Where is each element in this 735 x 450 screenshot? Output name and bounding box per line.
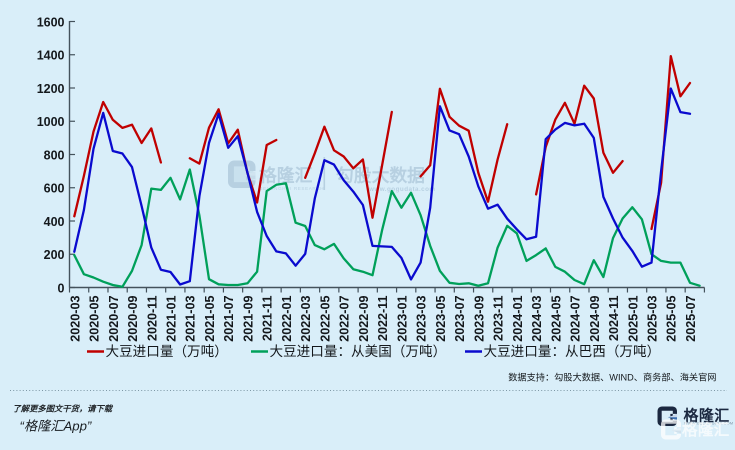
svg-text:大豆进口量：从巴西（万吨）: 大豆进口量：从巴西（万吨）: [484, 344, 661, 359]
svg-text:数据支持：勾股大数据、WIND、商务部、海关官网: 数据支持：勾股大数据、WIND、商务部、海关官网: [508, 372, 716, 383]
svg-text:2025-05: 2025-05: [665, 296, 679, 342]
svg-text:2022-11: 2022-11: [376, 296, 390, 342]
svg-text:2024-09: 2024-09: [588, 296, 602, 342]
svg-text:2020-07: 2020-07: [107, 296, 121, 342]
svg-text:2021-11: 2021-11: [261, 296, 275, 342]
svg-text:2022-07: 2022-07: [338, 296, 352, 342]
svg-text:2022-03: 2022-03: [299, 296, 313, 342]
svg-text:2025-07: 2025-07: [684, 296, 698, 342]
svg-text:“格隆汇App”: “格隆汇App”: [20, 419, 92, 434]
svg-text:WWW.GELONGHUI.COM GELONGHUI: WWW.GELONGHUI.COM GELONGHUI: [684, 422, 735, 426]
svg-text:1200: 1200: [37, 82, 65, 96]
svg-text:格隆汇: 格隆汇: [684, 407, 730, 425]
svg-text:400: 400: [44, 215, 65, 229]
svg-text:0: 0: [58, 281, 65, 295]
svg-text:2021-09: 2021-09: [242, 296, 256, 342]
svg-text:800: 800: [44, 148, 65, 162]
svg-text:2022-05: 2022-05: [318, 296, 332, 342]
svg-text:2022-01: 2022-01: [280, 296, 294, 342]
svg-text:2023-05: 2023-05: [434, 296, 448, 342]
svg-text:2024-11: 2024-11: [607, 296, 621, 342]
svg-text:了解更多图文干货，请下载: 了解更多图文干货，请下载: [13, 404, 114, 414]
svg-text:1000: 1000: [37, 115, 65, 129]
svg-text:2021-07: 2021-07: [222, 296, 236, 342]
svg-text:大豆进口量：从美国（万吨）: 大豆进口量：从美国（万吨）: [270, 344, 447, 359]
svg-text:格隆汇: 格隆汇: [682, 420, 730, 439]
svg-text:2022-09: 2022-09: [357, 296, 371, 342]
svg-text:2021-01: 2021-01: [165, 296, 179, 342]
svg-text:2023-03: 2023-03: [415, 296, 429, 342]
svg-text:www.gogudata.com: www.gogudata.com: [368, 186, 435, 193]
svg-text:GELONGHUI RESEARCH: GELONGHUI RESEARCH: [259, 186, 324, 191]
svg-text:2020-09: 2020-09: [126, 296, 140, 342]
svg-text:2024-03: 2024-03: [530, 296, 544, 342]
svg-text:2023-07: 2023-07: [453, 296, 467, 342]
svg-text:2024-01: 2024-01: [511, 296, 525, 342]
svg-text:2023-01: 2023-01: [395, 296, 409, 342]
svg-text:1400: 1400: [37, 49, 65, 63]
svg-text:2020-11: 2020-11: [145, 296, 159, 342]
svg-text:2021-05: 2021-05: [203, 296, 217, 342]
svg-text:2024-07: 2024-07: [569, 296, 583, 342]
svg-text:1600: 1600: [37, 15, 65, 29]
svg-text:2021-03: 2021-03: [184, 296, 198, 342]
svg-text:2023-11: 2023-11: [492, 296, 506, 342]
svg-text:2025-01: 2025-01: [626, 296, 640, 342]
svg-text:600: 600: [44, 182, 65, 196]
svg-text:大豆进口量（万吨）: 大豆进口量（万吨）: [106, 344, 228, 359]
svg-text:2020-05: 2020-05: [88, 296, 102, 342]
svg-text:2024-05: 2024-05: [549, 296, 563, 342]
svg-text:200: 200: [44, 248, 65, 262]
svg-text:格隆汇: 格隆汇: [259, 165, 313, 186]
svg-text:2023-09: 2023-09: [472, 296, 486, 342]
svg-text:2025-03: 2025-03: [646, 296, 660, 342]
svg-text:2020-03: 2020-03: [68, 296, 82, 342]
